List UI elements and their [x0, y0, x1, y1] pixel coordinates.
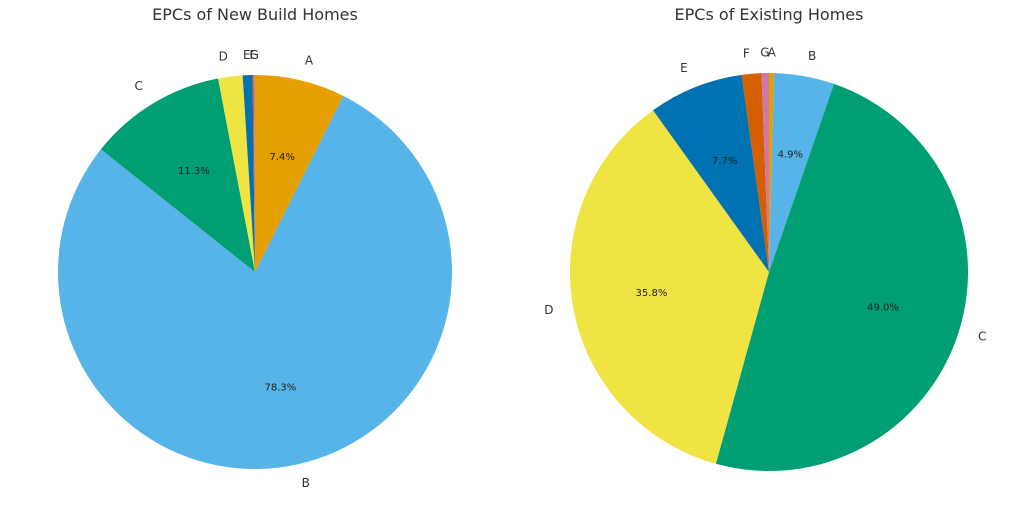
pie-slices [58, 75, 453, 469]
slice-label: C [135, 79, 143, 93]
slice-percent-label: 11.3% [178, 166, 210, 177]
slice-label: F [250, 48, 257, 62]
slice-percent-label: 4.9% [778, 150, 803, 161]
pie-slice-f [252, 75, 255, 272]
slice-percent-label: 7.4% [270, 152, 295, 163]
pie-slice-g [761, 73, 769, 272]
slice-label: C [978, 330, 986, 344]
pie-slice-a [769, 73, 775, 272]
pie-slice-b [58, 95, 453, 469]
slice-label: E [680, 61, 688, 75]
slice-label: G [760, 46, 769, 60]
slice-label: A [305, 54, 314, 68]
pie-slice-c [100, 78, 255, 272]
slice-percent-label: 49.0% [867, 302, 899, 313]
chart-title: EPCs of Existing Homes [675, 5, 864, 24]
existing-homes-pie-chart: EPCs of Existing Homes A B 4.9% C 49.0% D 35.8… [544, 5, 986, 472]
pie-slice-g [253, 75, 255, 272]
slice-label: A [768, 46, 777, 60]
slice-percent-label: 7.7% [712, 156, 737, 167]
pie-slice-d [570, 110, 769, 464]
pie-slice-a [255, 75, 344, 272]
slice-label: G [250, 48, 259, 62]
slice-percent-label: 35.8% [636, 288, 668, 299]
slice-label: B [302, 476, 310, 490]
slice-label: E [243, 48, 251, 62]
pie-labels: A 7.4% B 78.3% C 11.3% D EFG [135, 48, 314, 490]
slice-label: F [743, 46, 750, 60]
slice-label: B [808, 49, 816, 63]
pie-slice-b [769, 73, 835, 273]
new-build-pie-chart: EPCs of New Build Homes A 7.4% B 78.3% C 11.3… [58, 5, 453, 490]
pie-slices [570, 73, 969, 472]
slice-label: D [219, 50, 228, 64]
pie-slice-d [218, 75, 255, 272]
pie-labels: A B 4.9% C 49.0% D 35.8% E 7.7% F G [544, 46, 986, 344]
pie-slice-f [741, 73, 769, 273]
chart-title: EPCs of New Build Homes [152, 5, 358, 24]
pie-slice-e [242, 75, 255, 272]
pie-slice-e [653, 74, 769, 272]
slice-percent-label: 78.3% [265, 382, 297, 393]
slice-label: D [544, 303, 553, 317]
pie-slice-c [715, 83, 969, 472]
